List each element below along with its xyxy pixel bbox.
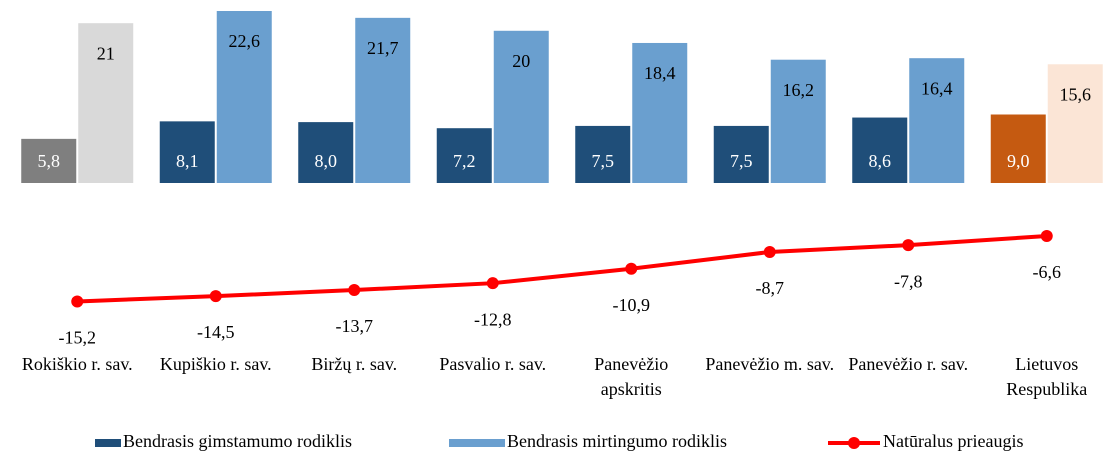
bar — [355, 17, 411, 183]
bar — [21, 138, 77, 183]
bar — [770, 59, 826, 184]
legend-swatch — [449, 439, 505, 447]
value-label: 21,7 — [367, 38, 399, 58]
x-tick-label: Panevėžio apskritis — [594, 354, 669, 399]
value-label: 15,6 — [1060, 84, 1092, 104]
bar — [78, 23, 134, 184]
marker — [486, 277, 499, 290]
value-label: 8,6 — [869, 151, 892, 171]
marker — [763, 245, 776, 258]
legend-swatch — [95, 439, 121, 447]
value-label: 16,2 — [783, 80, 815, 100]
value-label: -14,5 — [197, 322, 235, 342]
bar — [159, 121, 215, 183]
value-label: 16,4 — [921, 78, 953, 98]
legend-label: Bendrasis gimstamumo rodiklis — [123, 431, 352, 451]
marker — [625, 262, 638, 275]
value-label: 8,1 — [176, 151, 199, 171]
x-tick-label: Biržų r. sav. — [311, 354, 398, 374]
value-label: 18,4 — [644, 63, 676, 83]
value-label: 21 — [97, 43, 115, 63]
value-label: 8,0 — [315, 151, 338, 171]
value-label: -15,2 — [59, 328, 97, 348]
bar — [216, 11, 272, 183]
value-label: 5,8 — [38, 151, 61, 171]
value-label: -8,7 — [756, 278, 785, 298]
bar — [713, 125, 769, 183]
bar — [632, 42, 688, 184]
value-label: 9,0 — [1007, 151, 1030, 171]
x-tick-label: Kupiškio r. sav. — [159, 354, 272, 374]
marker — [348, 284, 361, 297]
bar — [1047, 64, 1103, 183]
x-tick-label: Lietuvos Respublika — [1006, 354, 1088, 399]
bar — [990, 114, 1046, 183]
legend-label: Natūralus prieaugis — [883, 431, 1023, 451]
value-label: -13,7 — [336, 316, 374, 336]
bar — [436, 128, 492, 183]
value-label: 7,2 — [453, 151, 476, 171]
bar — [575, 125, 631, 183]
bar — [852, 117, 908, 183]
value-label: -10,9 — [613, 295, 651, 315]
value-label: 20 — [512, 51, 530, 71]
value-label: 7,5 — [730, 151, 753, 171]
x-tick-label: Panevėžio r. sav. — [848, 354, 969, 374]
value-label: -6,6 — [1033, 262, 1062, 282]
value-label: 22,6 — [229, 31, 261, 51]
bar — [493, 30, 549, 183]
value-label: -12,8 — [474, 309, 512, 329]
marker — [902, 239, 915, 252]
x-tick-label: Rokiškio r. sav. — [21, 354, 133, 374]
marker — [71, 295, 84, 308]
value-label: 7,5 — [592, 151, 615, 171]
legend-label: Bendrasis mirtingumo rodiklis — [507, 431, 727, 451]
legend-marker — [848, 437, 860, 449]
marker — [1040, 230, 1053, 242]
x-tick-label: Pasvalio r. sav. — [439, 354, 547, 374]
value-label: -7,8 — [894, 271, 923, 291]
bar — [298, 122, 354, 183]
line — [77, 234, 1047, 304]
x-tick-label: Panevėžio m. sav. — [705, 354, 835, 374]
marker — [209, 290, 222, 303]
bar — [909, 58, 965, 184]
